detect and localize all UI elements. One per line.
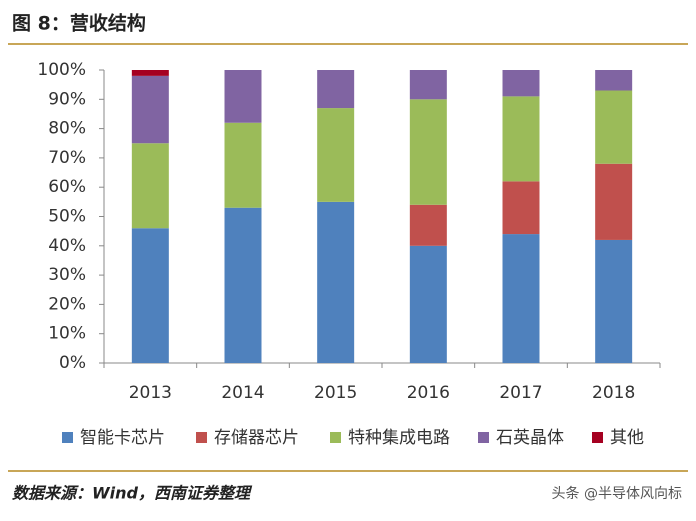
bar-segment [595, 70, 633, 91]
bar-segment [502, 181, 540, 235]
bar-segment [131, 228, 169, 363]
bar-segment [131, 70, 169, 76]
bar-segment [317, 70, 355, 109]
bar-segment [502, 234, 540, 363]
y-tick-label: 50% [48, 207, 86, 227]
legend-swatch [62, 432, 73, 443]
bar-segment [409, 204, 447, 246]
bar-segment [409, 245, 447, 363]
y-tick-label: 0% [59, 353, 86, 373]
bar-segment [595, 90, 633, 164]
x-tick-label: 2013 [129, 383, 172, 403]
bar-segment [595, 239, 633, 363]
bar-segment [502, 70, 540, 97]
legend-label: 智能卡芯片 [80, 428, 165, 448]
legend-swatch [330, 432, 341, 443]
bar-segment [131, 75, 169, 144]
bar-segment [595, 163, 633, 240]
x-tick-label: 2014 [221, 383, 264, 403]
bar-segment [502, 96, 540, 182]
x-tick-label: 2017 [499, 383, 542, 403]
x-tick-label: 2018 [592, 383, 635, 403]
bar-segment [224, 122, 262, 208]
y-tick-label: 80% [48, 119, 86, 139]
x-tick-label: 2015 [314, 383, 357, 403]
source: 数据来源：Wind，西南证券整理 [12, 484, 253, 503]
y-tick-label: 10% [48, 324, 86, 344]
legend-label: 石英晶体 [496, 428, 564, 448]
legend-label: 存储器芯片 [214, 428, 299, 448]
legend-label: 特种集成电路 [348, 428, 450, 448]
y-tick-label: 70% [48, 148, 86, 168]
y-tick-label: 20% [48, 294, 86, 314]
legend-swatch [478, 432, 489, 443]
legend-label: 其他 [610, 428, 644, 448]
y-tick-label: 90% [48, 89, 86, 109]
bar-segment [224, 70, 262, 123]
chart-title: 图 8：营收结构 [12, 12, 146, 35]
bar-segment [409, 99, 447, 205]
bar-segment [317, 108, 355, 202]
bar-segment [224, 207, 262, 363]
bar-segment [409, 70, 447, 100]
legend-swatch [196, 432, 207, 443]
legend-swatch [592, 432, 603, 443]
bar-segment [131, 143, 169, 229]
y-tick-label: 100% [37, 60, 86, 80]
y-tick-label: 30% [48, 265, 86, 285]
watermark: 头条 @半导体风向标 [552, 485, 682, 502]
y-tick-label: 40% [48, 236, 86, 256]
bar-segment [317, 201, 355, 363]
y-tick-label: 60% [48, 177, 86, 197]
x-tick-label: 2016 [407, 383, 450, 403]
